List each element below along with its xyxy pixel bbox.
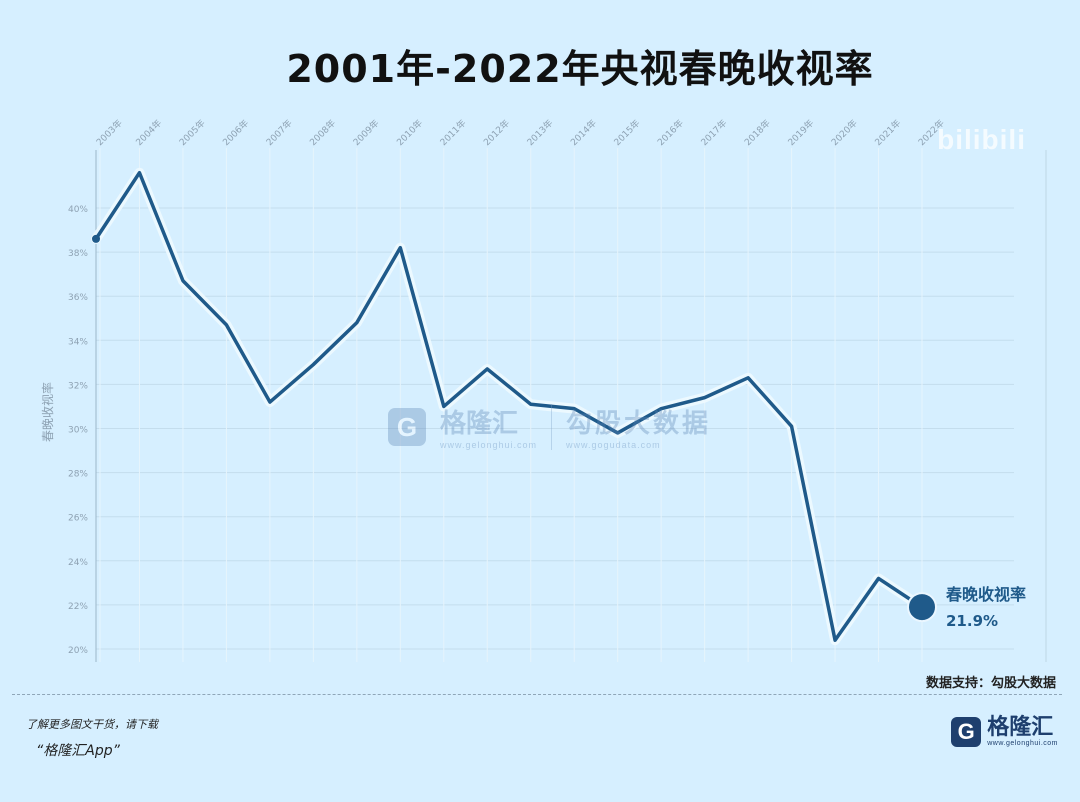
y-tick-label: 24% — [68, 558, 88, 568]
x-tick-label: 2018年 — [742, 117, 773, 148]
x-tick-label: 2009年 — [350, 117, 381, 148]
series-line — [94, 170, 924, 642]
y-tick-label: 20% — [68, 646, 88, 656]
footer-logo-url: www.gelonghui.com — [987, 740, 1058, 747]
x-tick-label: 2011年 — [437, 117, 468, 148]
y-tick-label: 34% — [68, 337, 88, 347]
watermark-data-url: www.gogudata.com — [566, 440, 661, 450]
end-label-name: 春晚收视率 — [945, 585, 1026, 604]
x-tick-label: 2020年 — [829, 117, 860, 148]
y-tick-label: 32% — [68, 381, 88, 391]
y-tick-label: 26% — [68, 514, 88, 524]
x-tick-label: 2008年 — [307, 117, 338, 148]
y-tick-label: 22% — [68, 602, 88, 612]
x-tick-label: 2019年 — [785, 117, 816, 148]
x-tick-label: 2013年 — [524, 117, 555, 148]
center-watermark: G 格隆汇 www.gelonghui.com 勾股大数据 www.goguda… — [388, 403, 711, 450]
series-layer: 春晚收视率 21.9% — [91, 167, 1026, 646]
x-tick-label: 2021年 — [872, 117, 903, 148]
footer-note: 了解更多图文干货，请下载 — [26, 718, 158, 731]
x-tick-label: 2005年 — [177, 117, 208, 148]
x-tick-label: 2016年 — [655, 117, 686, 148]
gelonghui-logo-icon: G — [388, 407, 426, 446]
source-note: 数据支持：勾股大数据 — [925, 676, 1056, 691]
watermark-brand-url: www.gelonghui.com — [440, 440, 538, 450]
x-tick-label: 2017年 — [698, 117, 729, 148]
watermark-brand-name: 格隆汇 — [440, 409, 519, 439]
start-point — [92, 234, 100, 243]
x-tick-label: 2006年 — [220, 117, 251, 148]
y-tick-label: 30% — [68, 426, 88, 436]
x-tick-label: 2004年 — [133, 117, 164, 148]
watermark-divider — [551, 403, 553, 450]
footer-app-name: “格隆汇App” — [36, 743, 120, 759]
page-title: 2001年-2022年央视春晚收视率 — [286, 47, 874, 91]
y-tick-label: 40% — [68, 205, 88, 215]
end-label-value: 21.9% — [946, 612, 998, 630]
watermark-data-brand: 勾股大数据 — [566, 409, 712, 439]
footer-logo: G 格隆汇 www.gelonghui.com — [951, 716, 1058, 747]
footer-logo-name: 格隆汇 — [987, 715, 1054, 740]
x-tick-label: 2003年 — [94, 117, 125, 148]
end-point-marker — [907, 592, 937, 623]
x-tick-label: 2012年 — [481, 117, 512, 148]
y-tick-label: 36% — [68, 293, 88, 303]
x-tick-label: 2015年 — [611, 117, 642, 148]
y-tick-label: 38% — [68, 249, 88, 259]
x-tick-label: 2007年 — [264, 117, 295, 148]
line-chart: 20% 22% 24% 26% 28% 30% 32% 34% 36% 38% 40% 2003年 20… — [40, 117, 1047, 662]
y-axis-title: 春晚收视率 — [40, 382, 55, 442]
axis-layer: 20% 22% 24% 26% 28% 30% 32% 34% 36% 38% 40% 2003年 20… — [40, 117, 1047, 662]
x-tick-label: 2014年 — [568, 117, 599, 148]
footer-logo-icon: G — [951, 716, 982, 747]
bilibili-watermark: bilibili — [937, 124, 1026, 155]
y-tick-label: 28% — [68, 470, 88, 480]
x-tick-label: 2010年 — [394, 117, 425, 148]
footer-divider — [12, 694, 1062, 695]
